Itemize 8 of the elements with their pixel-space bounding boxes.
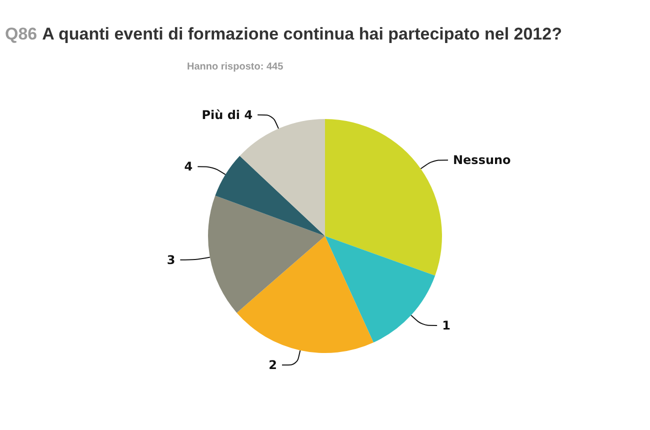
slice-label: 2 bbox=[268, 358, 278, 372]
slice-label: Più di 4 bbox=[202, 108, 253, 122]
slice-label: 1 bbox=[442, 318, 450, 332]
slice-label: 3 bbox=[166, 252, 176, 267]
slice-label: Nessuno bbox=[452, 153, 511, 168]
chart-title: Q86 A quanti eventi di formazione continua hai partecipato nel 2012? bbox=[5, 24, 562, 44]
chart-subtitle: Hanno risposto: 445 bbox=[187, 62, 284, 72]
slice-label: 4 bbox=[184, 160, 193, 174]
